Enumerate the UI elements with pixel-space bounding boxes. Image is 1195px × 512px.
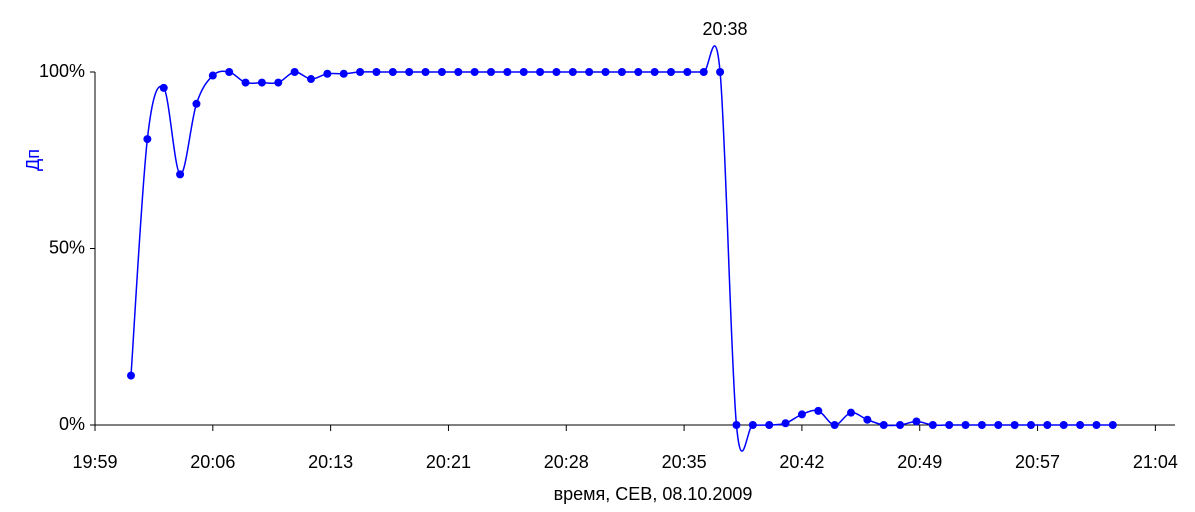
data-point <box>896 421 905 429</box>
x-tick-label: 20:35 <box>662 452 707 472</box>
data-point <box>454 68 463 76</box>
y-axis-label: Дп <box>23 149 43 171</box>
annotation: 20:38 <box>702 19 747 39</box>
data-point <box>814 406 823 415</box>
data-point <box>634 68 643 76</box>
x-tick-label: 20:06 <box>190 452 235 472</box>
data-point <box>437 68 446 76</box>
data-point <box>650 68 659 76</box>
data-point <box>241 78 250 87</box>
data-point <box>388 68 397 76</box>
data-point <box>830 421 839 429</box>
data-point <box>519 68 528 76</box>
data-point <box>339 69 348 78</box>
data-point <box>699 68 708 76</box>
data-point <box>1027 421 1035 429</box>
x-tick-label: 19:59 <box>72 452 117 472</box>
data-point <box>748 421 757 429</box>
data-point <box>1059 421 1068 429</box>
data-point <box>945 421 954 429</box>
data-point <box>732 421 741 429</box>
data-point <box>847 408 855 417</box>
data-point <box>912 417 921 426</box>
x-tick-label: 20:49 <box>897 452 942 472</box>
data-point <box>421 68 430 76</box>
data-point <box>781 419 790 428</box>
data-point <box>225 68 234 76</box>
data-point <box>487 68 495 76</box>
data-point <box>863 415 872 424</box>
x-tick-label: 20:42 <box>779 452 824 472</box>
data-point <box>192 99 201 108</box>
data-point <box>994 421 1003 429</box>
data-point <box>928 421 937 429</box>
data-point <box>601 68 610 76</box>
data-point <box>127 371 135 380</box>
data-point <box>503 68 512 76</box>
x-axis-label: время, СЕВ, 08.10.2009 <box>554 484 753 504</box>
y-tick-label: 0% <box>59 414 85 434</box>
data-point <box>274 78 283 87</box>
data-point <box>961 421 970 429</box>
x-tick-label: 20:13 <box>308 452 353 472</box>
x-tick-label: 20:21 <box>426 452 471 472</box>
data-point <box>257 78 266 87</box>
data-point <box>372 68 381 76</box>
data-point <box>470 68 479 76</box>
data-point <box>568 68 577 76</box>
data-point <box>1076 421 1085 429</box>
data-point <box>405 68 414 76</box>
data-point <box>536 68 545 76</box>
data-point <box>1043 421 1052 429</box>
data-point <box>977 421 986 429</box>
data-point <box>879 421 888 429</box>
data-point <box>290 68 299 76</box>
data-point <box>307 75 315 84</box>
data-point <box>208 71 217 80</box>
data-point <box>585 68 594 76</box>
x-tick-label: 21:04 <box>1133 452 1178 472</box>
x-tick-label: 20:57 <box>1015 452 1060 472</box>
data-point <box>797 410 806 419</box>
data-point <box>552 68 561 76</box>
data-point <box>617 68 626 76</box>
data-point <box>1010 421 1019 429</box>
data-point <box>1108 421 1117 429</box>
data-point <box>667 68 675 76</box>
data-point <box>716 68 725 76</box>
data-point <box>143 135 152 144</box>
data-point <box>176 170 185 179</box>
data-point <box>159 83 168 92</box>
y-tick-label: 50% <box>49 237 85 257</box>
y-tick-label: 100% <box>39 61 85 81</box>
x-tick-label: 20:28 <box>544 452 589 472</box>
data-point <box>683 68 692 76</box>
data-point <box>323 69 332 78</box>
series-line <box>130 45 1113 452</box>
data-point <box>765 421 774 429</box>
data-point <box>356 68 365 76</box>
data-point <box>1092 421 1101 429</box>
